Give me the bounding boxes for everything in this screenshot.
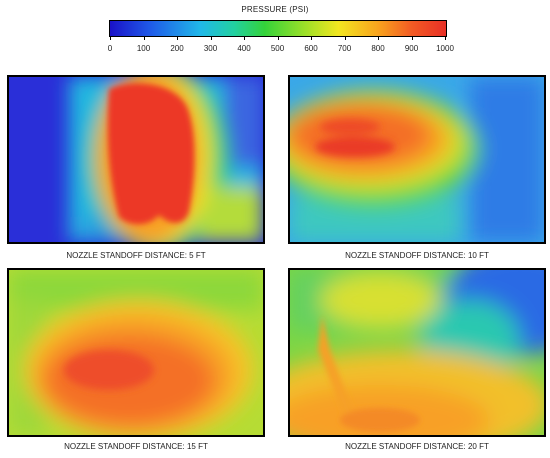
colorbar-tick-mark	[177, 36, 178, 40]
colorbar-tick-mark	[277, 36, 279, 40]
colorbar-tick-label: 1000	[436, 44, 454, 53]
caption-10ft: NOZZLE STANDOFF DISTANCE: 10 FT	[345, 251, 489, 260]
colorbar-tick-mark	[110, 36, 111, 40]
caption-15ft: NOZZLE STANDOFF DISTANCE: 15 FT	[64, 442, 208, 451]
heatmap-image-10ft	[290, 77, 544, 242]
heatmap-panel-15ft	[7, 268, 265, 437]
colorbar-title: PRESSURE (PSI)	[241, 5, 309, 14]
colorbar-tick-mark	[143, 36, 145, 40]
heatmap-image-15ft	[9, 270, 263, 435]
colorbar-tick-mark	[411, 36, 413, 40]
colorbar-tick-label: 100	[136, 44, 151, 53]
colorbar-tick-label: 0	[107, 44, 113, 53]
colorbar-tick-label: 500	[270, 44, 285, 53]
colorbar-tick-label: 700	[337, 44, 352, 53]
colorbar-tick-label: 900	[404, 44, 419, 53]
colorbar-tick-mark	[311, 36, 312, 40]
colorbar-tick-mark	[378, 36, 379, 40]
heatmap-panel-10ft	[288, 75, 546, 244]
colorbar-tick-label: 200	[170, 44, 184, 53]
caption-20ft: NOZZLE STANDOFF DISTANCE: 20 FT	[345, 442, 489, 451]
colorbar-tick-label: 800	[371, 44, 385, 53]
colorbar-tick-label: 600	[304, 44, 318, 53]
colorbar-tick-label: 300	[203, 44, 218, 53]
pressure-colorbar	[109, 20, 447, 37]
colorbar-tick-mark	[445, 36, 446, 40]
colorbar-tick-label: 400	[237, 44, 251, 53]
heatmap-panel-20ft	[288, 268, 546, 437]
colorbar-tick-mark	[210, 36, 212, 40]
caption-5ft: NOZZLE STANDOFF DISTANCE: 5 FT	[66, 251, 206, 260]
colorbar-tick-mark	[244, 36, 245, 40]
heatmap-image-20ft	[290, 270, 544, 435]
heatmap-panel-5ft	[7, 75, 265, 244]
colorbar-tick-mark	[344, 36, 346, 40]
heatmap-image-5ft	[9, 77, 263, 242]
